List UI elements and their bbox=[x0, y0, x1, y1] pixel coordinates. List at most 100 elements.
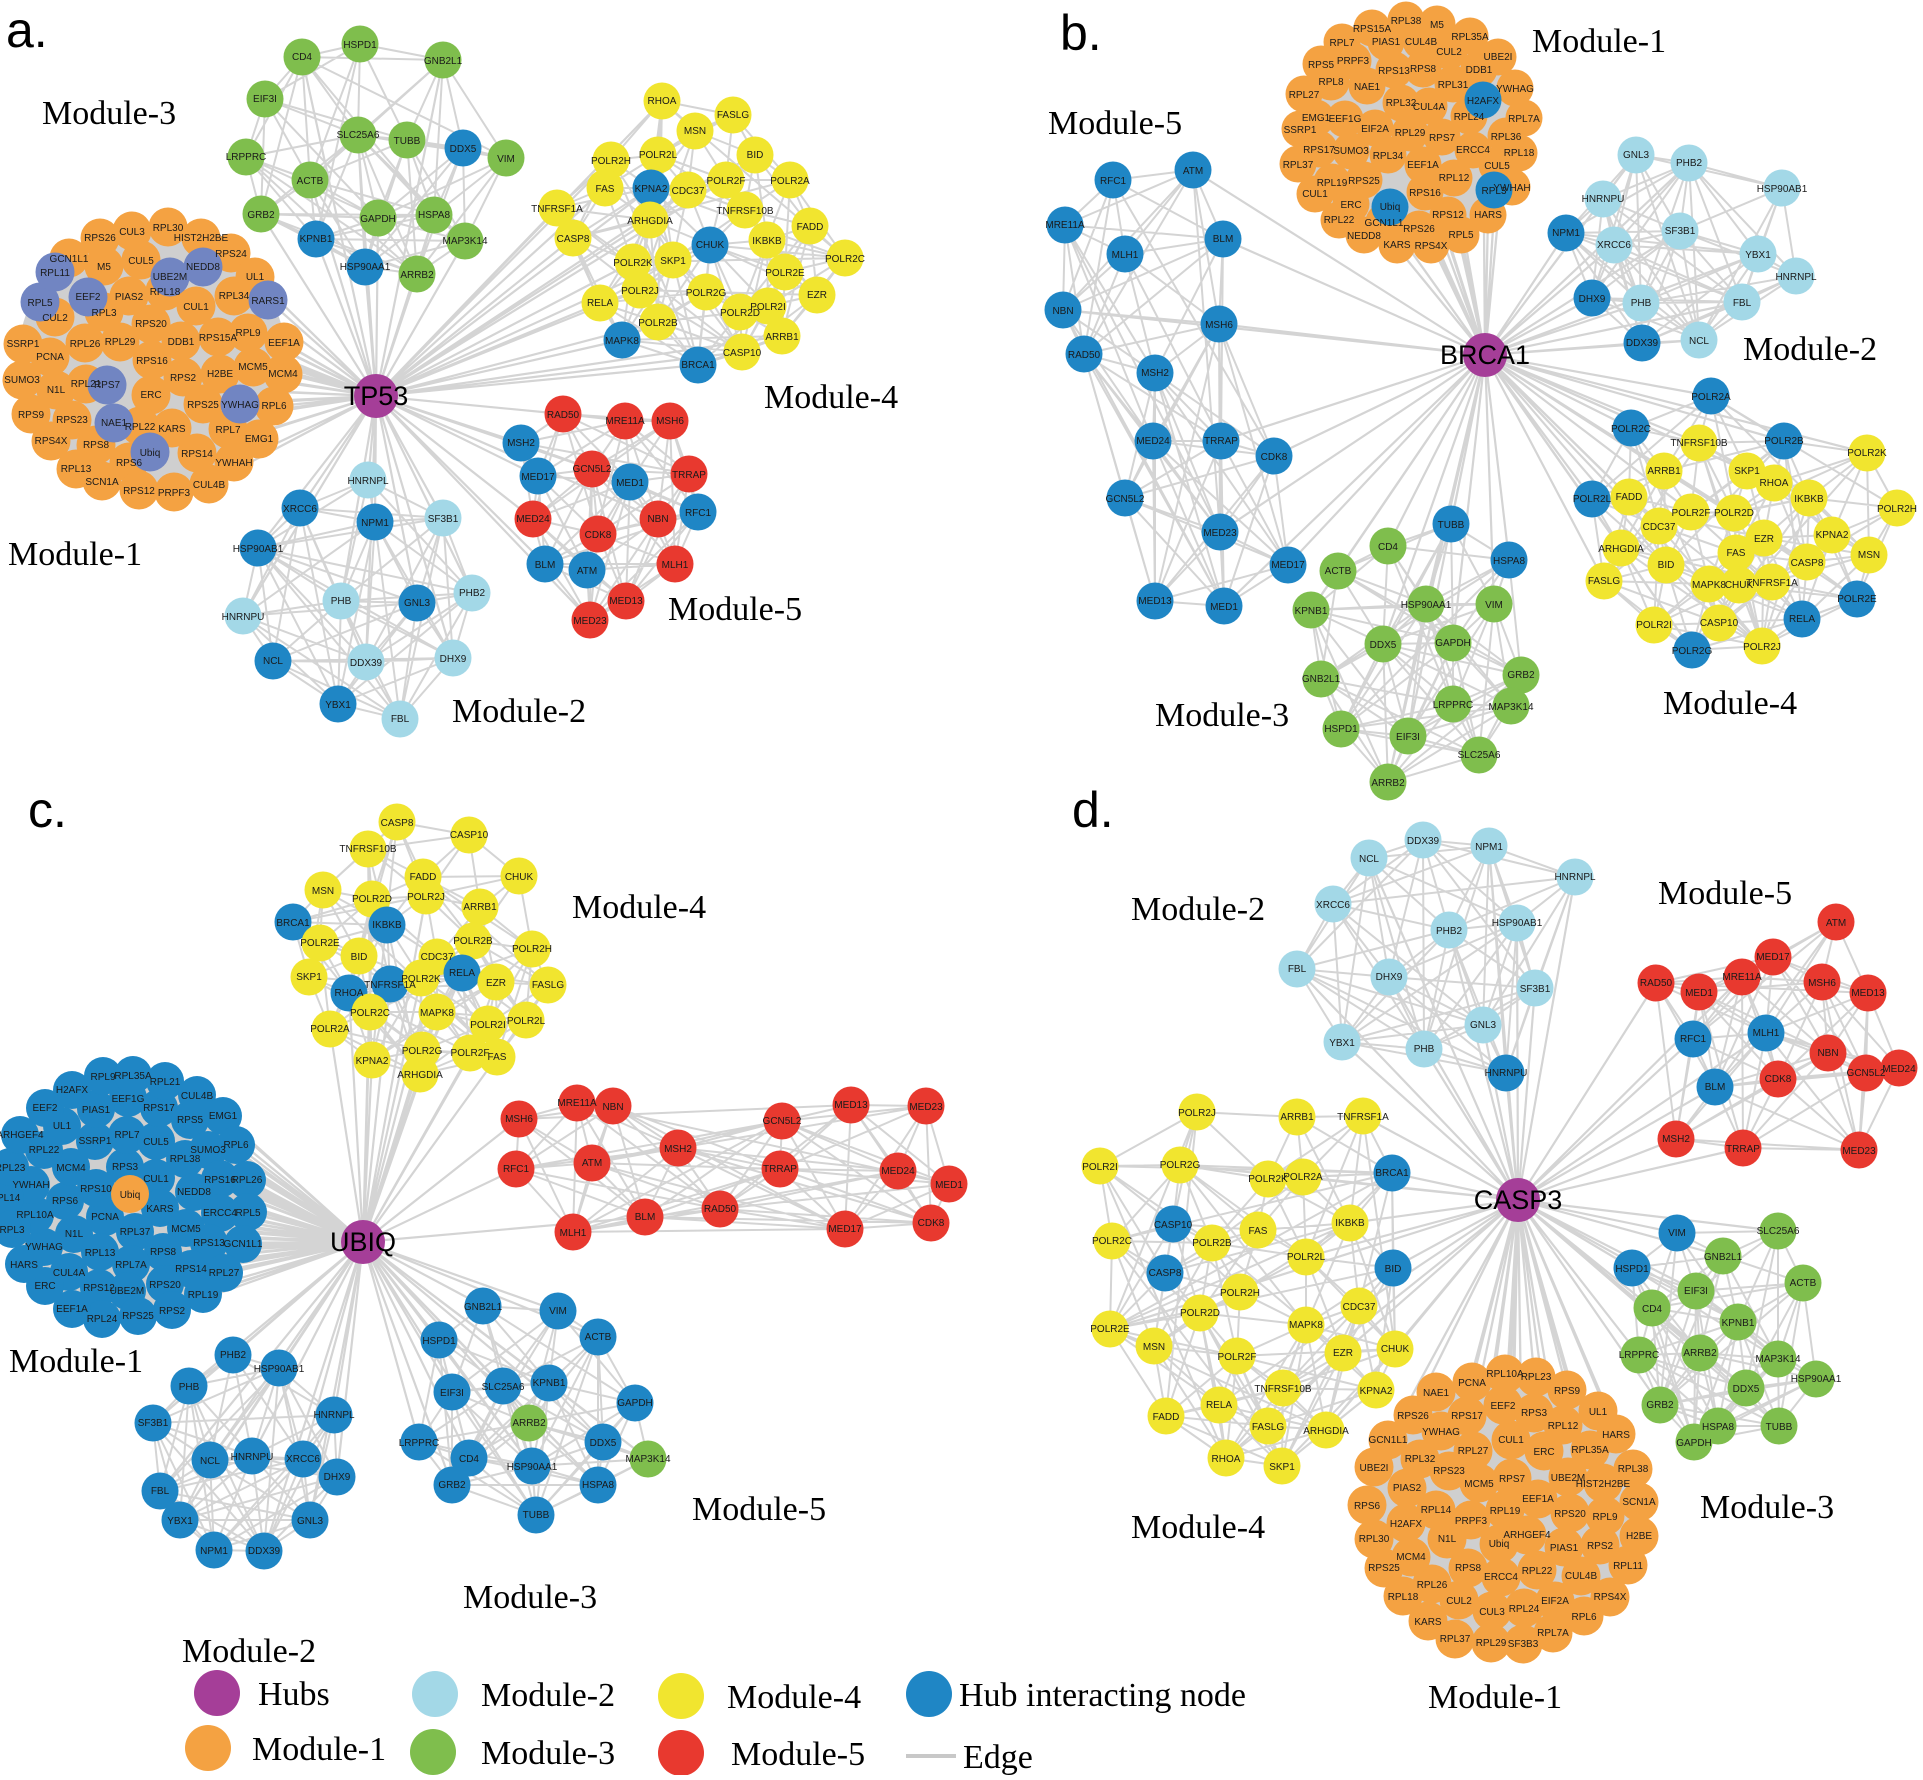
svg-text:FBL: FBL bbox=[1288, 964, 1307, 975]
svg-text:RPS16: RPS16 bbox=[136, 356, 168, 367]
svg-text:CUL3: CUL3 bbox=[1479, 1607, 1505, 1618]
svg-text:EEF2: EEF2 bbox=[1490, 1401, 1515, 1412]
svg-text:RPL3: RPL3 bbox=[1481, 186, 1506, 197]
svg-text:RPS8: RPS8 bbox=[1455, 1563, 1482, 1574]
svg-text:FAS: FAS bbox=[488, 1052, 507, 1063]
svg-text:RPS14: RPS14 bbox=[181, 449, 213, 460]
svg-text:EZR: EZR bbox=[1333, 1348, 1353, 1359]
svg-text:NCL: NCL bbox=[200, 1456, 220, 1467]
svg-text:SLC25A6: SLC25A6 bbox=[337, 130, 380, 141]
svg-text:CASP8: CASP8 bbox=[1791, 558, 1824, 569]
svg-text:ARRB2: ARRB2 bbox=[512, 1418, 546, 1429]
svg-text:POLR2C: POLR2C bbox=[350, 1008, 390, 1019]
svg-text:PRPF3: PRPF3 bbox=[1337, 56, 1370, 67]
svg-text:SCN1A: SCN1A bbox=[85, 477, 119, 488]
svg-text:PCNA: PCNA bbox=[1458, 1378, 1486, 1389]
svg-text:POLR2J: POLR2J bbox=[1743, 642, 1781, 653]
svg-text:CASP3: CASP3 bbox=[1474, 1185, 1563, 1215]
svg-text:HSP90AB1: HSP90AB1 bbox=[1757, 184, 1808, 195]
svg-text:SF3B1: SF3B1 bbox=[428, 514, 459, 525]
svg-text:ARRB2: ARRB2 bbox=[400, 270, 434, 281]
svg-text:BLM: BLM bbox=[635, 1212, 656, 1223]
svg-text:TUBB: TUBB bbox=[523, 1510, 550, 1521]
svg-text:MED17: MED17 bbox=[521, 472, 555, 483]
svg-text:Module-4: Module-4 bbox=[1131, 1509, 1265, 1546]
svg-text:H2BE: H2BE bbox=[207, 369, 233, 380]
svg-text:MED24: MED24 bbox=[1136, 436, 1170, 447]
svg-text:NPM1: NPM1 bbox=[1552, 228, 1580, 239]
svg-text:DDX39: DDX39 bbox=[1407, 836, 1440, 847]
svg-text:PIAS2: PIAS2 bbox=[1393, 1483, 1422, 1494]
svg-text:b.: b. bbox=[1060, 5, 1102, 61]
svg-text:RPL11: RPL11 bbox=[1613, 1561, 1643, 1572]
svg-text:IKBKB: IKBKB bbox=[752, 236, 782, 247]
svg-text:HARS: HARS bbox=[10, 1260, 38, 1271]
svg-text:POLR2I: POLR2I bbox=[1082, 1162, 1118, 1173]
svg-text:RPL37: RPL37 bbox=[120, 1227, 151, 1238]
svg-text:EZR: EZR bbox=[1754, 534, 1774, 545]
svg-text:TUBB: TUBB bbox=[1766, 1422, 1793, 1433]
svg-text:RPS8: RPS8 bbox=[150, 1247, 177, 1258]
svg-text:DDX5: DDX5 bbox=[590, 1438, 617, 1449]
svg-text:DDX5: DDX5 bbox=[1733, 1384, 1760, 1395]
svg-text:HSP90AA1: HSP90AA1 bbox=[1791, 1374, 1842, 1385]
svg-text:MED17: MED17 bbox=[1756, 952, 1790, 963]
svg-text:SLC25A6: SLC25A6 bbox=[1458, 750, 1501, 761]
svg-text:RPS2: RPS2 bbox=[1587, 1541, 1614, 1552]
svg-text:CDK8: CDK8 bbox=[1765, 1074, 1792, 1085]
svg-text:CASP8: CASP8 bbox=[381, 818, 414, 829]
svg-text:YBX1: YBX1 bbox=[1329, 1038, 1355, 1049]
svg-text:RPL24: RPL24 bbox=[1454, 112, 1485, 123]
svg-text:MSH2: MSH2 bbox=[1662, 1134, 1690, 1145]
svg-text:MED13: MED13 bbox=[609, 596, 643, 607]
svg-text:MAP3K14: MAP3K14 bbox=[1755, 1354, 1800, 1365]
svg-text:POLR2E: POLR2E bbox=[300, 938, 340, 949]
svg-text:RPL18: RPL18 bbox=[1388, 1592, 1419, 1603]
svg-text:GAPDH: GAPDH bbox=[1676, 1438, 1712, 1449]
svg-text:POLR2C: POLR2C bbox=[1611, 424, 1651, 435]
svg-text:HNRNPU: HNRNPU bbox=[222, 612, 265, 623]
svg-text:TP53: TP53 bbox=[344, 381, 409, 411]
svg-text:FBL: FBL bbox=[391, 714, 410, 725]
svg-text:BRCA1: BRCA1 bbox=[1440, 340, 1530, 370]
svg-text:HSPD1: HSPD1 bbox=[1615, 1264, 1649, 1275]
svg-text:NCL: NCL bbox=[263, 656, 283, 667]
svg-text:MED13: MED13 bbox=[834, 1100, 868, 1111]
svg-text:KPNB1: KPNB1 bbox=[1295, 606, 1328, 617]
svg-text:SCN1A: SCN1A bbox=[1622, 1497, 1656, 1508]
svg-text:RPL12: RPL12 bbox=[1548, 1421, 1579, 1432]
svg-text:TUBB: TUBB bbox=[394, 136, 421, 147]
svg-text:HNRNPL: HNRNPL bbox=[347, 476, 389, 487]
svg-text:ERCC4: ERCC4 bbox=[1484, 1572, 1518, 1583]
svg-text:KPNA2: KPNA2 bbox=[635, 184, 668, 195]
svg-text:CDK8: CDK8 bbox=[918, 1218, 945, 1229]
svg-text:RPL32: RPL32 bbox=[1386, 98, 1417, 109]
svg-text:RPS17: RPS17 bbox=[1303, 145, 1335, 156]
svg-text:MRE11A: MRE11A bbox=[1045, 220, 1085, 231]
svg-text:POLR2J: POLR2J bbox=[1178, 1108, 1216, 1119]
svg-text:RPL37: RPL37 bbox=[1283, 160, 1314, 171]
svg-text:CUL4B: CUL4B bbox=[1565, 1571, 1598, 1582]
svg-text:GCN1L1: GCN1L1 bbox=[1369, 1435, 1408, 1446]
svg-text:GCN1L1: GCN1L1 bbox=[1365, 218, 1404, 229]
svg-text:CUL4B: CUL4B bbox=[193, 480, 226, 491]
svg-text:HNRNPU: HNRNPU bbox=[1485, 1068, 1528, 1079]
svg-text:EEF1A: EEF1A bbox=[1407, 160, 1439, 171]
svg-text:FADD: FADD bbox=[797, 222, 824, 233]
svg-text:RAD50: RAD50 bbox=[1068, 350, 1101, 361]
svg-text:MSH6: MSH6 bbox=[1808, 978, 1836, 989]
svg-text:HSP90AA1: HSP90AA1 bbox=[340, 262, 391, 273]
svg-text:POLR2B: POLR2B bbox=[1192, 1238, 1232, 1249]
svg-text:YWHAH: YWHAH bbox=[12, 1180, 49, 1191]
svg-text:RPS15A: RPS15A bbox=[199, 333, 238, 344]
svg-text:HARS: HARS bbox=[1602, 1430, 1630, 1441]
svg-text:Module-5: Module-5 bbox=[1048, 105, 1182, 142]
svg-text:MAPK8: MAPK8 bbox=[1692, 580, 1726, 591]
svg-text:POLR2B: POLR2B bbox=[453, 936, 493, 947]
svg-text:CHUK: CHUK bbox=[1381, 1344, 1410, 1355]
svg-text:LRPPRC: LRPPRC bbox=[399, 1438, 440, 1449]
svg-text:GNL3: GNL3 bbox=[1470, 1020, 1497, 1031]
svg-text:Edge: Edge bbox=[963, 1739, 1033, 1775]
svg-text:IKBKB: IKBKB bbox=[1335, 1218, 1365, 1229]
svg-text:CUL4A: CUL4A bbox=[53, 1268, 86, 1279]
